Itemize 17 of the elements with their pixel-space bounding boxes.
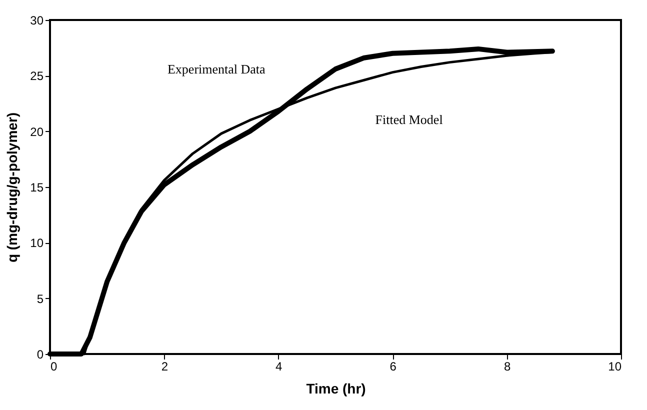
y-tick-label: 10	[30, 236, 44, 250]
x-tick-label: 2	[161, 360, 168, 374]
text: Fitted Model	[375, 112, 444, 128]
y-axis-title: q (mg-drug/g-polymer)	[4, 112, 20, 263]
x-axis-title: Time (hr)	[306, 380, 366, 396]
y-tick-label: 15	[30, 180, 44, 194]
y-tick-label: 20	[30, 124, 44, 139]
x-tick-label: 0	[50, 360, 58, 374]
y-tick-label: 25	[30, 69, 44, 84]
x-tick-label: 4	[276, 360, 283, 374]
y-tick-label: 5	[36, 292, 44, 306]
y-tick-label: 30	[30, 14, 44, 28]
x-tick-label: 10	[608, 360, 622, 374]
x-tick-label: 6	[390, 360, 397, 374]
text: Experimental Data	[167, 61, 266, 76]
x-tick-label: 8	[504, 360, 511, 374]
y-tick-label: 0	[36, 348, 44, 362]
